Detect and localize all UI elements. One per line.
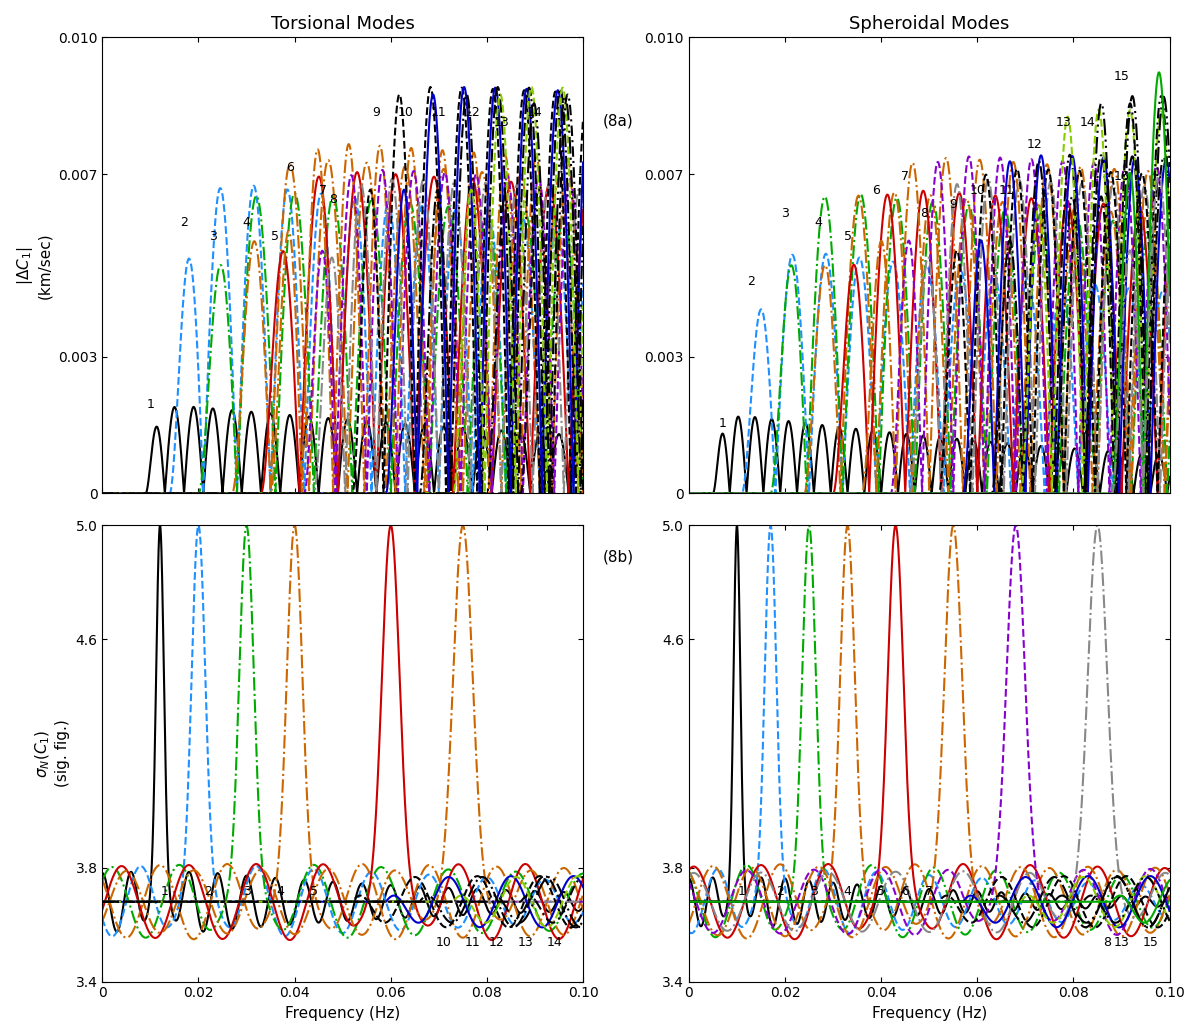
Text: 14: 14 xyxy=(546,936,562,949)
Text: 10: 10 xyxy=(397,107,413,119)
Text: 5: 5 xyxy=(310,885,318,897)
Text: 2: 2 xyxy=(748,276,755,288)
Text: 10: 10 xyxy=(970,184,985,197)
Text: 6: 6 xyxy=(901,885,910,897)
Text: 6: 6 xyxy=(286,162,294,174)
X-axis label: Frequency (Hz): Frequency (Hz) xyxy=(286,1006,401,1021)
Text: 8: 8 xyxy=(1103,936,1111,949)
Text: 12: 12 xyxy=(1027,139,1043,151)
Text: 16: 16 xyxy=(1114,170,1129,183)
Title: Spheroidal Modes: Spheroidal Modes xyxy=(850,15,1009,33)
Text: 13: 13 xyxy=(1056,116,1072,128)
Text: 1: 1 xyxy=(738,885,745,897)
Y-axis label: $|\Delta C_1|$
(km/sec): $|\Delta C_1|$ (km/sec) xyxy=(14,232,53,298)
Text: 9: 9 xyxy=(372,107,380,119)
Title: Torsional Modes: Torsional Modes xyxy=(271,15,415,33)
Text: 4: 4 xyxy=(815,215,823,229)
Text: 11: 11 xyxy=(431,107,446,119)
Text: (8b): (8b) xyxy=(602,549,634,564)
Text: 13: 13 xyxy=(517,936,533,949)
Text: 4: 4 xyxy=(242,215,251,229)
Text: 15: 15 xyxy=(1142,936,1158,949)
Text: 8: 8 xyxy=(920,207,929,220)
Text: 12: 12 xyxy=(464,107,480,119)
Text: 14: 14 xyxy=(527,107,542,119)
Text: 1: 1 xyxy=(161,885,169,897)
Text: 10: 10 xyxy=(436,936,451,949)
Text: 3: 3 xyxy=(781,207,788,220)
Text: 7: 7 xyxy=(901,170,910,183)
Text: 12: 12 xyxy=(488,936,504,949)
Text: 13: 13 xyxy=(493,116,509,128)
Text: 3: 3 xyxy=(242,885,251,897)
Text: 1: 1 xyxy=(146,399,155,411)
Text: 4: 4 xyxy=(844,885,852,897)
Text: 7: 7 xyxy=(319,184,328,197)
Text: 8: 8 xyxy=(329,193,337,206)
Text: 5: 5 xyxy=(271,230,280,242)
Text: 3: 3 xyxy=(810,885,817,897)
Y-axis label: $\sigma_N(C_1)$
(sig. fig.): $\sigma_N(C_1)$ (sig. fig.) xyxy=(34,720,70,787)
Text: 13: 13 xyxy=(1114,936,1129,949)
Text: 9: 9 xyxy=(949,198,958,210)
Text: 2: 2 xyxy=(776,885,784,897)
Text: 1: 1 xyxy=(719,416,726,430)
Text: 2: 2 xyxy=(180,215,188,229)
Text: 5: 5 xyxy=(877,885,886,897)
Text: 4: 4 xyxy=(276,885,284,897)
Text: (8a): (8a) xyxy=(602,114,634,128)
Text: 5: 5 xyxy=(844,230,852,242)
Text: 7: 7 xyxy=(925,885,934,897)
Text: 11: 11 xyxy=(998,184,1014,197)
Text: 6: 6 xyxy=(872,184,881,197)
Text: 11: 11 xyxy=(464,936,480,949)
Text: 14: 14 xyxy=(1080,116,1096,128)
X-axis label: Frequency (Hz): Frequency (Hz) xyxy=(871,1006,986,1021)
Text: 15: 15 xyxy=(1114,70,1129,83)
Text: 2: 2 xyxy=(204,885,212,897)
Text: 3: 3 xyxy=(209,230,217,242)
